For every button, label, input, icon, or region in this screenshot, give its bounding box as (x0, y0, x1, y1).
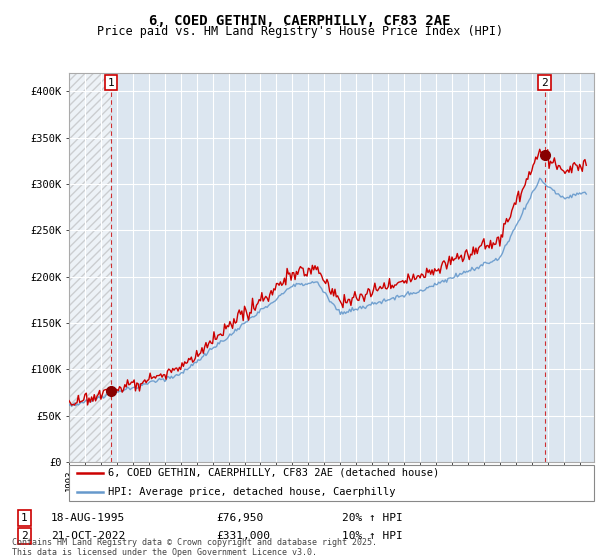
Text: 6, COED GETHIN, CAERPHILLY, CF83 2AE (detached house): 6, COED GETHIN, CAERPHILLY, CF83 2AE (de… (109, 468, 440, 478)
Text: 10% ↑ HPI: 10% ↑ HPI (342, 531, 403, 541)
Text: 21-OCT-2022: 21-OCT-2022 (51, 531, 125, 541)
Text: £331,000: £331,000 (216, 531, 270, 541)
Text: 1: 1 (107, 77, 115, 87)
FancyBboxPatch shape (69, 465, 594, 501)
Text: 18-AUG-1995: 18-AUG-1995 (51, 513, 125, 523)
Text: Price paid vs. HM Land Registry's House Price Index (HPI): Price paid vs. HM Land Registry's House … (97, 25, 503, 38)
Text: £76,950: £76,950 (216, 513, 263, 523)
Text: Contains HM Land Registry data © Crown copyright and database right 2025.
This d: Contains HM Land Registry data © Crown c… (12, 538, 377, 557)
Text: HPI: Average price, detached house, Caerphilly: HPI: Average price, detached house, Caer… (109, 487, 396, 497)
Text: 20% ↑ HPI: 20% ↑ HPI (342, 513, 403, 523)
Text: 2: 2 (21, 531, 28, 541)
Text: 2: 2 (541, 77, 548, 87)
Text: 1: 1 (21, 513, 28, 523)
Text: 6, COED GETHIN, CAERPHILLY, CF83 2AE: 6, COED GETHIN, CAERPHILLY, CF83 2AE (149, 14, 451, 28)
